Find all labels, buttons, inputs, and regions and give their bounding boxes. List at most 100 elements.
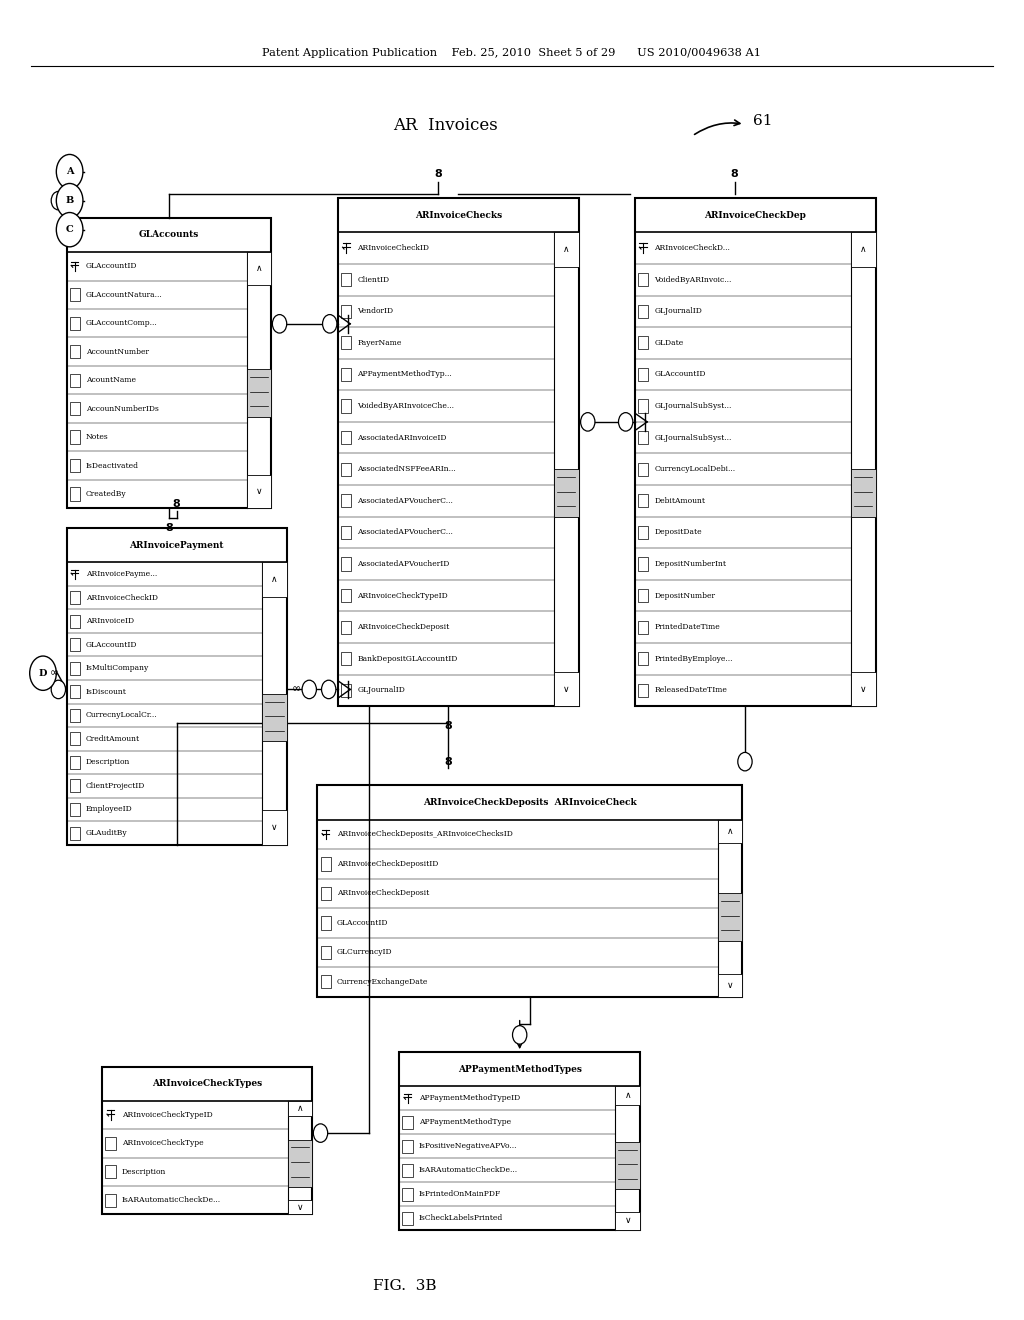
Circle shape — [322, 680, 336, 698]
Text: ∨: ∨ — [297, 1203, 303, 1212]
Text: IsMultiCompany: IsMultiCompany — [86, 664, 150, 672]
Text: GLAccountID: GLAccountID — [86, 640, 137, 648]
Text: GLJournalSubSyst...: GLJournalSubSyst... — [654, 434, 732, 442]
Bar — [321, 858, 331, 871]
Bar — [402, 1164, 413, 1177]
Text: ARInvoiceCheckID: ARInvoiceCheckID — [86, 594, 158, 602]
Bar — [105, 1193, 116, 1206]
Text: D: D — [39, 669, 47, 677]
Text: ∨: ∨ — [860, 685, 866, 693]
Bar — [402, 1139, 413, 1152]
Circle shape — [56, 213, 83, 247]
Bar — [341, 368, 351, 381]
Bar — [635, 198, 876, 706]
Bar — [638, 305, 648, 318]
Bar — [67, 528, 287, 845]
Text: CurrecnyLocalCr...: CurrecnyLocalCr... — [86, 711, 158, 719]
Text: ARInvoiceCheckDeposit: ARInvoiceCheckDeposit — [357, 623, 450, 631]
Text: AR  Invoices: AR Invoices — [393, 117, 498, 133]
Text: GLAccountID: GLAccountID — [86, 263, 137, 271]
Text: ∧: ∧ — [625, 1092, 631, 1100]
Bar — [638, 494, 648, 507]
Text: BankDepositGLAccountID: BankDepositGLAccountID — [357, 655, 458, 663]
Text: AssociatedAPVoucherC...: AssociatedAPVoucherC... — [357, 528, 454, 536]
Text: 8: 8 — [434, 169, 441, 180]
Bar — [399, 1052, 640, 1230]
Bar — [67, 218, 271, 508]
Text: ∨: ∨ — [625, 1217, 631, 1225]
Text: CurrencyExchangeDate: CurrencyExchangeDate — [337, 978, 428, 986]
Text: APPaymentMethodTypes: APPaymentMethodTypes — [458, 1065, 582, 1073]
Text: 8: 8 — [731, 169, 738, 180]
Bar — [638, 337, 648, 350]
Bar — [70, 685, 80, 698]
Bar — [70, 780, 80, 792]
Text: AccounNumberIDs: AccounNumberIDs — [86, 405, 159, 413]
Bar — [718, 820, 742, 842]
Bar — [554, 232, 579, 267]
Text: Description: Description — [122, 1168, 166, 1176]
Bar — [70, 639, 80, 651]
Circle shape — [51, 680, 66, 698]
Bar — [341, 652, 351, 665]
Bar — [262, 694, 287, 742]
Bar — [851, 232, 876, 267]
Bar — [638, 462, 648, 475]
Text: AcountName: AcountName — [86, 376, 136, 384]
Bar — [638, 589, 648, 602]
Bar — [638, 557, 648, 570]
Bar — [288, 1200, 312, 1214]
Text: IsDeactivated: IsDeactivated — [86, 462, 139, 470]
Bar — [341, 337, 351, 350]
Circle shape — [513, 1026, 527, 1044]
Text: AccountNumber: AccountNumber — [86, 347, 150, 355]
Bar — [341, 525, 351, 539]
Text: ReleasedDateTIme: ReleasedDateTIme — [654, 686, 727, 694]
Text: ARInvoiceCheckTypeID: ARInvoiceCheckTypeID — [357, 591, 449, 599]
Circle shape — [56, 183, 83, 218]
Text: ARInvoiceCheckTypes: ARInvoiceCheckTypes — [153, 1080, 262, 1088]
Text: ARInvoiceCheckDeposits_ARInvoiceChecksID: ARInvoiceCheckDeposits_ARInvoiceChecksID — [337, 830, 513, 838]
Bar — [321, 916, 331, 929]
Text: B: B — [66, 197, 74, 205]
Text: PrintedByEmploye...: PrintedByEmploye... — [654, 655, 733, 663]
Bar — [341, 557, 351, 570]
Text: 8: 8 — [165, 523, 173, 533]
Text: ARInvoicePayment: ARInvoicePayment — [129, 541, 224, 549]
Bar — [341, 400, 351, 413]
Text: DebitAmount: DebitAmount — [654, 496, 706, 504]
Bar — [70, 733, 80, 746]
Text: AssociatedARInvoiceID: AssociatedARInvoiceID — [357, 434, 446, 442]
Bar — [638, 620, 648, 634]
Text: DepositNumberInt: DepositNumberInt — [654, 560, 726, 568]
Text: ∧: ∧ — [727, 826, 733, 836]
Text: VoidedByARInvoic...: VoidedByARInvoic... — [654, 276, 732, 284]
Circle shape — [737, 752, 752, 771]
Bar — [338, 198, 579, 706]
Bar — [321, 887, 331, 900]
Text: GLCurrencyID: GLCurrencyID — [337, 948, 392, 957]
Text: ∧: ∧ — [860, 246, 866, 253]
Bar — [402, 1115, 413, 1129]
Text: ARInvoiceCheckD...: ARInvoiceCheckD... — [654, 244, 730, 252]
Bar — [554, 469, 579, 516]
Bar — [70, 661, 80, 675]
Bar — [615, 1086, 640, 1105]
Text: GLJournalID: GLJournalID — [357, 686, 406, 694]
Text: ∨: ∨ — [563, 685, 569, 693]
Text: GLAccountNatura...: GLAccountNatura... — [86, 290, 163, 298]
Text: EmployeeID: EmployeeID — [86, 805, 133, 813]
Text: ∞: ∞ — [291, 685, 301, 694]
Text: GLDate: GLDate — [654, 339, 684, 347]
Circle shape — [618, 413, 633, 432]
Text: CreditAmount: CreditAmount — [86, 735, 140, 743]
Bar — [321, 945, 331, 958]
Text: ARInvoiceCheckDeposits  ARInvoiceCheck: ARInvoiceCheckDeposits ARInvoiceCheck — [423, 799, 637, 807]
Bar — [638, 400, 648, 413]
Bar — [638, 525, 648, 539]
Bar — [341, 684, 351, 697]
Text: ARInvoicePayme...: ARInvoicePayme... — [86, 570, 158, 578]
Text: IsARAutomaticCheckDe...: IsARAutomaticCheckDe... — [122, 1196, 221, 1204]
Text: ∧: ∧ — [563, 246, 569, 253]
Circle shape — [30, 656, 56, 690]
